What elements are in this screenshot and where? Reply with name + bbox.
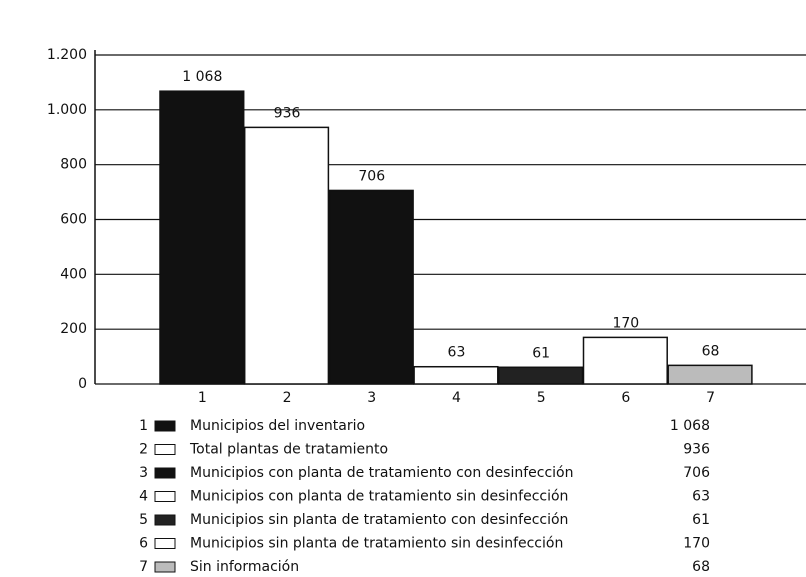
y-tick-label: 1.200 [47,47,87,63]
legend-label: Sin información [190,559,299,575]
x-tick-label: 5 [537,390,546,406]
legend-swatch [154,561,176,573]
legend-number: 7 [139,559,148,575]
bar [667,364,753,385]
legend-swatch [154,467,176,479]
legend-label: Municipios con planta de tratamiento con… [190,465,574,481]
legend-label: Municipios del inventario [190,418,365,434]
legend-swatch [154,444,176,455]
legend-value: 61 [692,512,710,528]
legend-swatch [154,491,176,502]
bar [243,126,330,385]
x-tick-label: 1 [198,390,207,406]
x-tick-label: 2 [283,390,292,406]
legend-number: 6 [139,536,148,552]
legend-number: 4 [139,489,148,505]
bar [413,365,499,385]
legend-value: 706 [683,465,710,481]
data-label: 936 [274,105,301,121]
x-tick-label: 4 [452,390,461,406]
data-label: 1 068 [182,69,222,85]
legend-swatch [154,420,176,432]
data-label: 61 [532,345,550,361]
data-label: 170 [612,315,639,331]
legend-label: Municipios sin planta de tratamiento sin… [190,536,563,552]
legend-number: 2 [139,442,148,458]
x-tick-label: 6 [621,390,630,406]
legend-label: Municipios sin planta de tratamiento con… [190,512,568,528]
legend-value: 170 [683,536,710,552]
y-tick-label: 1.000 [47,102,87,118]
x-tick-label: 7 [706,390,715,406]
legend-value: 63 [692,489,710,505]
legend-number: 5 [139,512,148,528]
legend-swatch [154,538,176,549]
y-tick-label: 200 [60,321,87,337]
data-label: 63 [448,345,466,361]
bar [498,366,584,385]
data-label: 706 [358,168,385,184]
legend-number: 1 [139,418,148,434]
y-tick-label: 800 [60,157,87,173]
y-tick-label: 0 [78,376,87,392]
bar [328,189,414,385]
legend-value: 1 068 [670,418,710,434]
x-tick-label: 3 [367,390,376,406]
legend-label: Municipios con planta de tratamiento sin… [190,489,568,505]
bar [159,90,245,385]
legend-value: 68 [692,559,710,575]
bar [582,336,668,385]
y-tick-label: 600 [60,212,87,228]
y-tick-label: 400 [60,266,87,282]
legend-value: 936 [683,442,710,458]
data-label: 68 [702,343,720,359]
legend-number: 3 [139,465,148,481]
legend-swatch [154,514,176,526]
legend-label: Total plantas de tratamiento [189,442,388,458]
